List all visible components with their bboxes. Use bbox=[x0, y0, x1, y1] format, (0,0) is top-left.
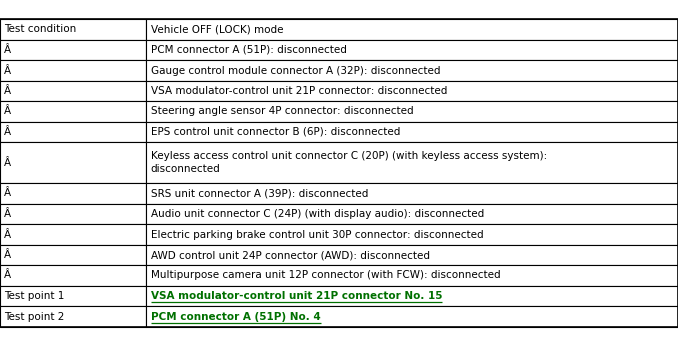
Bar bbox=[146, 286, 678, 306]
Text: Â: Â bbox=[4, 189, 11, 199]
Text: PCM connector A (51P) No. 4: PCM connector A (51P) No. 4 bbox=[151, 311, 321, 321]
Bar bbox=[0, 183, 146, 204]
Bar bbox=[0, 122, 146, 142]
Bar bbox=[146, 204, 678, 224]
Bar bbox=[146, 306, 678, 327]
Text: Â: Â bbox=[4, 158, 11, 168]
Text: Test point 1: Test point 1 bbox=[4, 291, 64, 301]
Text: PCM connector A (51P): disconnected: PCM connector A (51P): disconnected bbox=[151, 45, 346, 55]
Text: Â: Â bbox=[4, 250, 11, 260]
Text: Â: Â bbox=[4, 271, 11, 281]
Text: Vehicle OFF (LOCK) mode: Vehicle OFF (LOCK) mode bbox=[151, 25, 283, 35]
Bar bbox=[0, 40, 146, 60]
Bar bbox=[0, 306, 146, 327]
Bar bbox=[0, 286, 146, 306]
Text: Keyless access control unit connector C (20P) (with keyless access system):
disc: Keyless access control unit connector C … bbox=[151, 151, 547, 174]
Bar bbox=[0, 265, 146, 286]
Text: SRS unit connector A (39P): disconnected: SRS unit connector A (39P): disconnected bbox=[151, 189, 368, 199]
Text: Test point 2: Test point 2 bbox=[4, 311, 64, 321]
Bar bbox=[146, 122, 678, 142]
Text: Gauge control module connector A (32P): disconnected: Gauge control module connector A (32P): … bbox=[151, 65, 440, 75]
Bar bbox=[0, 142, 146, 183]
Bar bbox=[0, 19, 146, 40]
Bar bbox=[146, 101, 678, 122]
Text: Â: Â bbox=[4, 65, 11, 75]
Bar bbox=[146, 60, 678, 81]
Bar bbox=[0, 204, 146, 224]
Bar bbox=[0, 224, 146, 245]
Bar bbox=[0, 101, 146, 122]
Text: Â: Â bbox=[4, 209, 11, 219]
Text: VSA modulator-control unit 21P connector No. 15: VSA modulator-control unit 21P connector… bbox=[151, 291, 442, 301]
Text: Test condition: Test condition bbox=[4, 25, 76, 35]
Text: Â: Â bbox=[4, 127, 11, 137]
Text: Steering angle sensor 4P connector: disconnected: Steering angle sensor 4P connector: disc… bbox=[151, 107, 414, 117]
Bar bbox=[146, 142, 678, 183]
Text: Â: Â bbox=[4, 86, 11, 96]
Text: Â: Â bbox=[4, 107, 11, 117]
Bar bbox=[0, 19, 678, 327]
Bar bbox=[146, 265, 678, 286]
Text: Audio unit connector C (24P) (with display audio): disconnected: Audio unit connector C (24P) (with displ… bbox=[151, 209, 484, 219]
Bar bbox=[0, 245, 146, 265]
Text: EPS control unit connector B (6P): disconnected: EPS control unit connector B (6P): disco… bbox=[151, 127, 400, 137]
Text: Â: Â bbox=[4, 45, 11, 55]
Text: VSA modulator-control unit 21P connector: disconnected: VSA modulator-control unit 21P connector… bbox=[151, 86, 447, 96]
Bar bbox=[146, 19, 678, 40]
Bar bbox=[0, 60, 146, 81]
Text: Electric parking brake control unit 30P connector: disconnected: Electric parking brake control unit 30P … bbox=[151, 229, 483, 239]
Text: AWD control unit 24P connector (AWD): disconnected: AWD control unit 24P connector (AWD): di… bbox=[151, 250, 430, 260]
Bar bbox=[146, 224, 678, 245]
Text: Multipurpose camera unit 12P connector (with FCW): disconnected: Multipurpose camera unit 12P connector (… bbox=[151, 271, 500, 281]
Bar bbox=[146, 183, 678, 204]
Bar bbox=[146, 245, 678, 265]
Text: Â: Â bbox=[4, 229, 11, 239]
Bar bbox=[146, 40, 678, 60]
Bar bbox=[146, 81, 678, 101]
Bar bbox=[0, 81, 146, 101]
